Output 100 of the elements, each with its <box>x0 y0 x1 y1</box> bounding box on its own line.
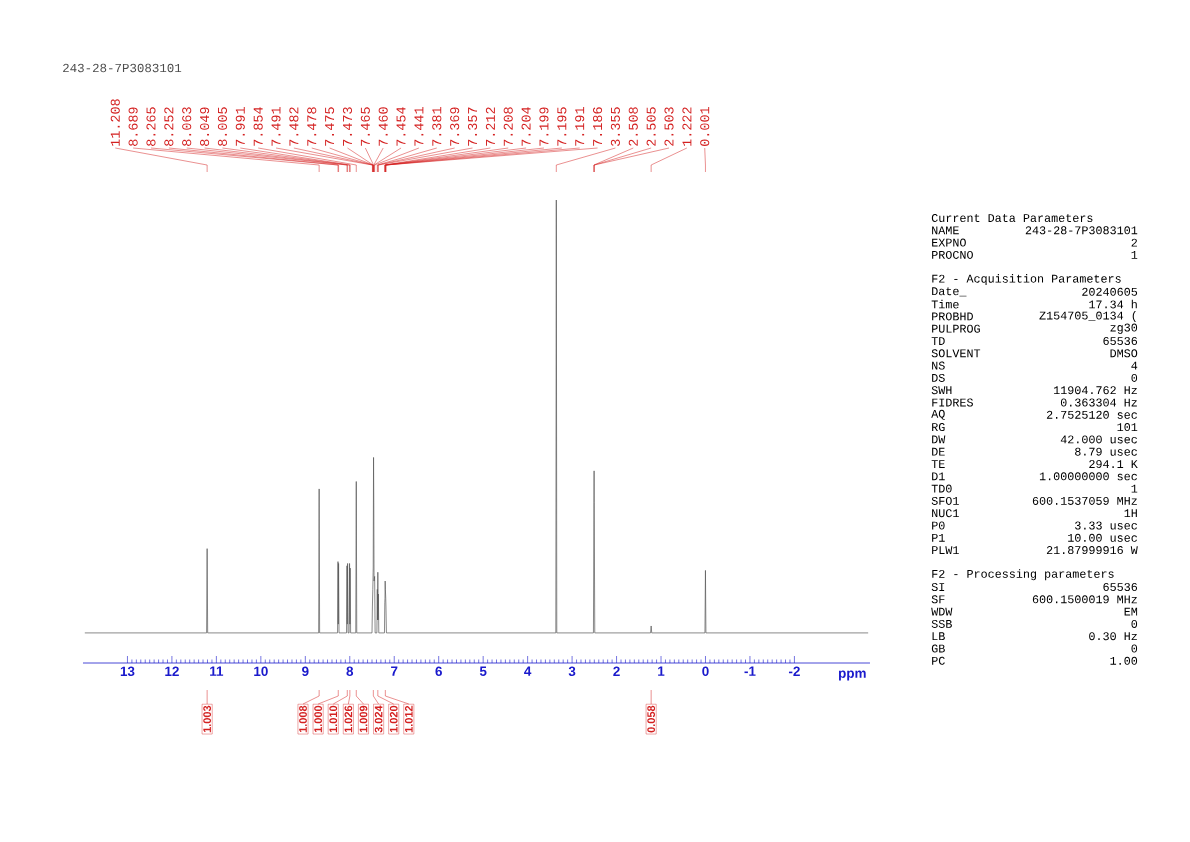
text: 1.00 <box>1110 656 1138 665</box>
text: P0 <box>932 521 945 530</box>
text: NAME <box>932 226 959 235</box>
text: 2.7525120 sec <box>1046 410 1137 419</box>
text: 101 <box>1117 423 1138 432</box>
text: DMSO <box>1110 349 1138 358</box>
text: 1H <box>1124 509 1137 518</box>
text: 0 <box>1131 373 1138 382</box>
x-axis-title: ppm <box>838 670 866 681</box>
text: DW <box>932 435 946 444</box>
text: TD <box>931 337 945 345</box>
x-tick-label: 1 <box>658 666 665 676</box>
text: 10.00 usec <box>1068 533 1137 542</box>
text: NS <box>932 361 945 370</box>
text: 20240605 <box>1082 287 1138 296</box>
text: 3.33 usec <box>1075 521 1137 530</box>
annotation: 7.854 <box>253 107 263 146</box>
annotation: 7.475 <box>325 107 335 146</box>
annotation: 1.026 <box>344 705 353 733</box>
annotation: 1.222 <box>682 107 692 146</box>
text: 0.30 Hz <box>1089 632 1137 641</box>
annotation: 1.012 <box>404 705 413 733</box>
x-tick-label: 5 <box>479 666 487 676</box>
text: Time <box>931 299 959 309</box>
text: zg30 <box>1110 323 1138 334</box>
text: 0 <box>1131 644 1138 653</box>
text: 4 <box>1131 361 1138 370</box>
x-tick-label: 9 <box>302 666 309 677</box>
text: RG <box>932 423 945 432</box>
text: LB <box>932 632 945 641</box>
x-tick-label: 2 <box>613 666 620 676</box>
annotation: 1.009 <box>359 705 368 733</box>
annotation: 7.454 <box>396 107 406 146</box>
text: SWH <box>931 386 952 395</box>
text: SOLVENT <box>931 349 981 358</box>
text: F2 - Processing parameters <box>932 569 1114 581</box>
text: NUC1 <box>932 509 959 518</box>
annotation: 8.252 <box>164 107 174 146</box>
annotation: 7.186 <box>592 107 603 146</box>
annotation: 8.005 <box>217 107 227 146</box>
annotation: 0.058 <box>647 705 656 733</box>
annotation: 8.063 <box>182 107 192 146</box>
text: DE <box>932 447 945 456</box>
x-tick-label: 11 <box>210 666 224 676</box>
text: Date_ <box>932 287 967 297</box>
annotation: 7.460 <box>378 107 388 146</box>
annotation: 8.265 <box>146 107 156 146</box>
text: FIDRES <box>932 398 973 407</box>
text: D1 <box>932 472 945 481</box>
text: EM <box>1124 607 1138 616</box>
text: 1.00000000 sec <box>1039 472 1137 481</box>
annotation: 7.208 <box>503 107 513 146</box>
chart-title: 243-28-7P3083101 <box>63 63 182 73</box>
annotation: 7.478 <box>307 107 317 146</box>
text: PULPROG <box>932 324 980 333</box>
annotation: 7.491 <box>271 107 281 146</box>
annotation: 3.024 <box>374 705 383 733</box>
x-tick-label: 12 <box>165 666 179 676</box>
text: 1 <box>1131 251 1138 259</box>
text: 600.1537059 MHz <box>1032 496 1137 505</box>
text: 600.1500019 MHz <box>1032 595 1137 604</box>
annotation: 7.381 <box>432 107 442 146</box>
x-tick-label: 6 <box>435 666 442 677</box>
text: TE <box>931 460 945 468</box>
text: 1 <box>1131 484 1138 493</box>
annotation: 7.482 <box>289 107 299 146</box>
text: PROBHD <box>932 312 973 321</box>
text: TD0 <box>931 484 952 493</box>
text: 0 <box>1131 619 1138 628</box>
text: SSB <box>931 619 952 628</box>
x-tick-label: 3 <box>568 666 576 677</box>
annotation: 7.357 <box>467 107 478 146</box>
text: 21.87999916 W <box>1046 546 1138 555</box>
text: 2 <box>1131 238 1137 247</box>
x-tick-label: -2 <box>788 666 800 676</box>
text: 243-28-7P3083101 <box>1025 226 1138 235</box>
annotation: 1.020 <box>389 705 398 733</box>
text: 17.34 h <box>1089 299 1137 309</box>
text: 42.000 usec <box>1060 435 1137 444</box>
text: EXPNO <box>932 238 966 247</box>
text: Z154705_0134 ( <box>1039 310 1136 322</box>
annotation: 7.199 <box>539 107 549 146</box>
annotation: 2.503 <box>664 107 674 146</box>
annotation: 2.505 <box>646 107 656 146</box>
annotation: 1.000 <box>314 705 322 733</box>
text: 65536 <box>1103 583 1138 591</box>
text: SI <box>931 583 945 591</box>
x-tick-label: 10 <box>254 666 268 677</box>
text: PROCNO <box>932 250 973 259</box>
x-tick-label: 8 <box>346 666 354 677</box>
annotation: 2.508 <box>628 107 638 146</box>
annotation: 7.212 <box>485 107 495 146</box>
annotation: 1.010 <box>329 705 338 733</box>
annotation: 7.369 <box>450 107 460 146</box>
text: P1 <box>932 533 945 542</box>
annotation: 3.355 <box>610 107 620 146</box>
text: DS <box>932 373 945 382</box>
annotation: 7.204 <box>521 107 531 146</box>
annotation: 11.208 <box>110 99 120 146</box>
annotation: 0.001 <box>700 107 710 146</box>
